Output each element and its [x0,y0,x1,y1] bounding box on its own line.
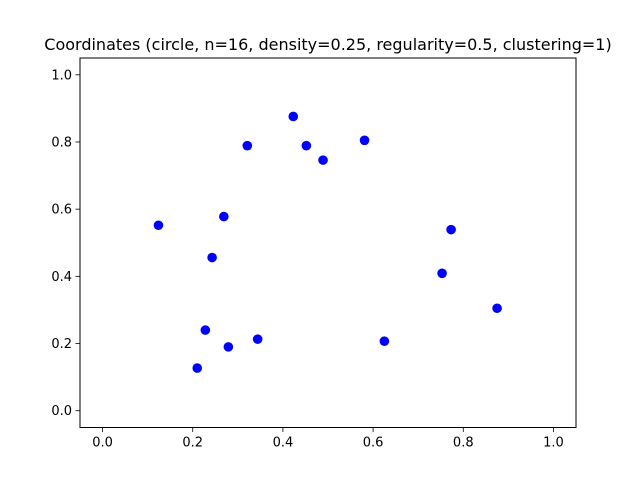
y-tick-label: 0.8 [51,135,72,150]
data-point [318,155,328,165]
y-axis-ticks: 0.0 0.2 0.4 0.6 0.8 1.0 [51,68,80,419]
data-point [252,334,263,344]
x-tick-label: 0.0 [92,436,113,451]
y-tick-label: 1.0 [51,68,72,83]
data-point [207,252,217,263]
data-point [359,135,370,146]
y-tick-label: 0.4 [51,270,72,285]
plot-area-frame [79,57,577,428]
data-point [492,303,502,314]
data-point [242,140,253,151]
x-axis-ticks: 0.0 0.2 0.4 0.6 0.8 1.0 [92,427,564,451]
data-point [223,342,234,352]
data-point [437,268,447,279]
chart-title: Coordinates (circle, n=16, density=0.25,… [44,35,611,54]
data-point [379,336,390,346]
data-point [288,111,299,122]
data-point [200,325,211,335]
y-tick-label: 0.2 [51,337,72,352]
x-tick-label: 0.4 [273,436,294,451]
x-tick-label: 1.0 [543,436,564,451]
data-point [301,140,312,151]
x-tick-label: 0.2 [182,436,203,451]
data-point [192,363,203,373]
data-point [446,224,456,235]
y-tick-label: 0.6 [51,203,72,218]
data-points [153,111,502,373]
data-point [153,220,164,231]
y-tick-label: 0.0 [51,404,72,419]
x-tick-label: 0.6 [363,436,384,451]
x-tick-label: 0.8 [453,436,474,451]
data-point [219,211,229,222]
